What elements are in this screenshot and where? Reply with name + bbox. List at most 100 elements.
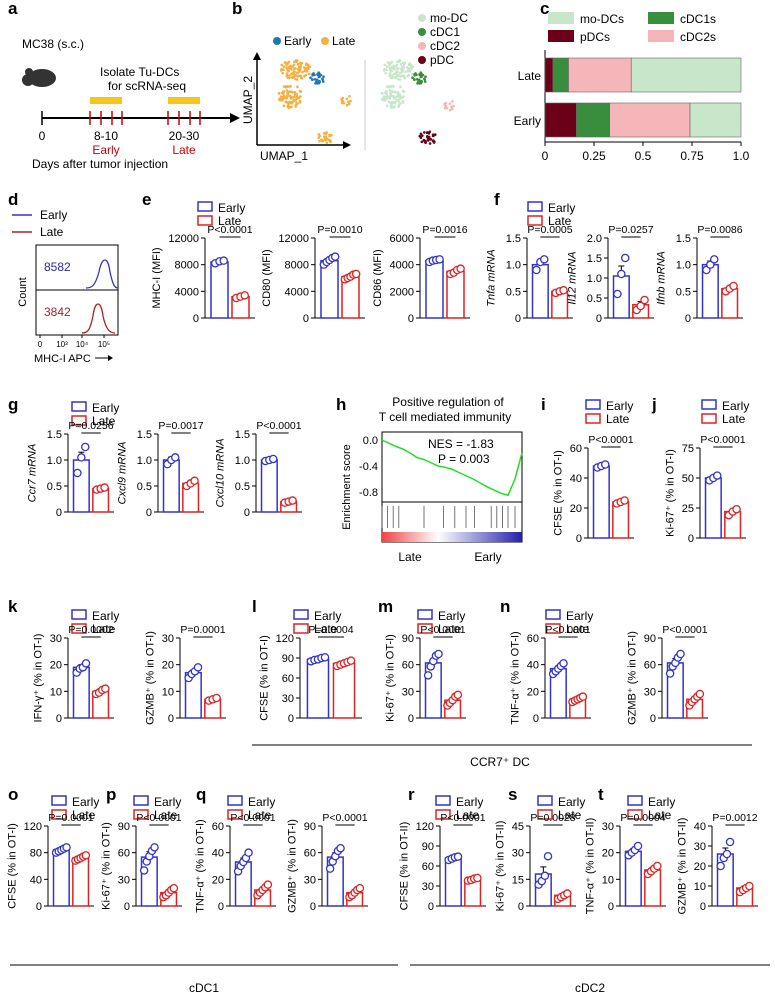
umap-point	[306, 63, 310, 67]
umap-point	[423, 131, 426, 134]
legend-swatch	[548, 30, 574, 42]
y-tick-label: 75	[682, 443, 694, 455]
umap-point	[404, 70, 407, 74]
legend-swatch	[648, 12, 674, 24]
umap-point	[413, 78, 416, 81]
y-tick-label: 0	[685, 313, 691, 325]
umap-point	[285, 63, 288, 67]
category-label: Early	[514, 114, 541, 128]
arrow-up-icon	[253, 52, 261, 60]
p-value: P=0.0086	[697, 224, 742, 236]
legend-label: cDC2s	[680, 30, 716, 44]
bar-early	[592, 465, 610, 539]
y-tick-label: 60	[118, 848, 130, 860]
y-tick-label: 60	[422, 861, 434, 873]
legend-label-late: Late	[314, 622, 338, 636]
y-axis-label: CFSE (% in OT-II)	[398, 822, 410, 911]
umap-point	[305, 70, 309, 73]
timeline-arrow-icon	[230, 113, 240, 123]
y-tick-label: 0	[56, 507, 62, 519]
stacked-segment	[609, 102, 691, 138]
umap-point	[411, 76, 414, 80]
group-label-cdc2: cDC2	[575, 981, 605, 995]
umap-point	[398, 59, 402, 62]
umap-point	[307, 67, 310, 71]
y-tick-label: 0	[310, 901, 316, 913]
umap-point	[316, 73, 320, 77]
y-tick-label: 20	[694, 861, 706, 873]
umap-point	[318, 140, 321, 143]
stacked-segment	[689, 102, 742, 138]
dot-late	[620, 496, 629, 505]
late-label: Late	[172, 143, 196, 157]
umap-point	[340, 97, 343, 101]
umap-point	[410, 67, 413, 71]
umap-point	[285, 89, 289, 92]
y-tick-label: 0	[244, 507, 250, 519]
legend-label-late: Late	[722, 412, 746, 426]
umap-point	[293, 70, 296, 74]
dot-early	[540, 255, 549, 264]
legend-swatch-early	[527, 201, 543, 212]
umap-point	[445, 106, 449, 110]
umap-point	[347, 101, 351, 105]
legend-swatch-early	[417, 609, 433, 620]
umap-point	[451, 100, 454, 103]
umap-point	[291, 100, 294, 104]
dot-late	[263, 880, 273, 889]
umap-point	[308, 65, 312, 69]
legend-label-late: Late	[40, 225, 64, 239]
legend-label-late: Late	[606, 412, 630, 426]
p-value: P=0.0001	[180, 624, 225, 636]
legend-label-late: Late	[72, 808, 96, 822]
umap-point	[385, 92, 388, 96]
umap-point	[323, 136, 326, 139]
panel-letter: j	[651, 395, 657, 414]
umap-point	[397, 77, 400, 81]
arrow-right-icon	[343, 141, 351, 149]
dot-late	[578, 692, 588, 701]
umap-point	[424, 141, 427, 144]
panel-letter: q	[196, 785, 206, 804]
legend-label: mo-DCs	[580, 12, 624, 26]
category-label: Late	[518, 69, 542, 83]
dot-early	[77, 453, 86, 462]
dot-late	[653, 861, 662, 871]
umap-point	[286, 68, 289, 72]
dot-late	[81, 851, 91, 860]
isolate-label: for scRNA-seq	[108, 79, 186, 93]
umap-point	[388, 89, 392, 92]
y-tick-label: 0.5	[235, 481, 250, 493]
legend-swatch-late	[585, 413, 601, 424]
umap-point	[317, 80, 321, 83]
legend-dot-cluster	[418, 56, 426, 64]
legend-swatch-late	[51, 809, 67, 820]
p-value: P<0.0001	[230, 812, 275, 824]
umap-point	[289, 67, 293, 71]
dot-late	[732, 504, 741, 514]
panel-letter: e	[142, 190, 151, 209]
umap-point	[388, 72, 392, 75]
dot-late	[456, 264, 465, 273]
p-value: P=0.0002	[68, 624, 113, 636]
umap-point	[431, 139, 435, 143]
y-tick-label: 0	[56, 713, 62, 725]
model-label: MC38 (s.c.)	[22, 37, 84, 51]
y-axis-label: Ki-67⁺ (% in OT-I)	[101, 822, 113, 910]
umap-point	[318, 134, 322, 138]
legend-swatch-late	[435, 809, 451, 820]
y-tick-label: 8000	[175, 260, 199, 272]
dot-late	[563, 889, 572, 898]
umap-point	[416, 82, 419, 85]
y-axis-label: Ki-67⁺ (% in OT-I)	[665, 449, 677, 537]
umap-point	[349, 99, 352, 103]
legend-label-early: Early	[72, 795, 99, 809]
umap-point	[383, 68, 387, 71]
panel-letter: l	[252, 597, 257, 616]
y-tick-label: 90	[118, 821, 130, 833]
dot-early	[710, 255, 719, 264]
bar-early	[425, 259, 444, 319]
dot-early	[725, 837, 735, 847]
legend-label-early: Early	[438, 609, 465, 623]
